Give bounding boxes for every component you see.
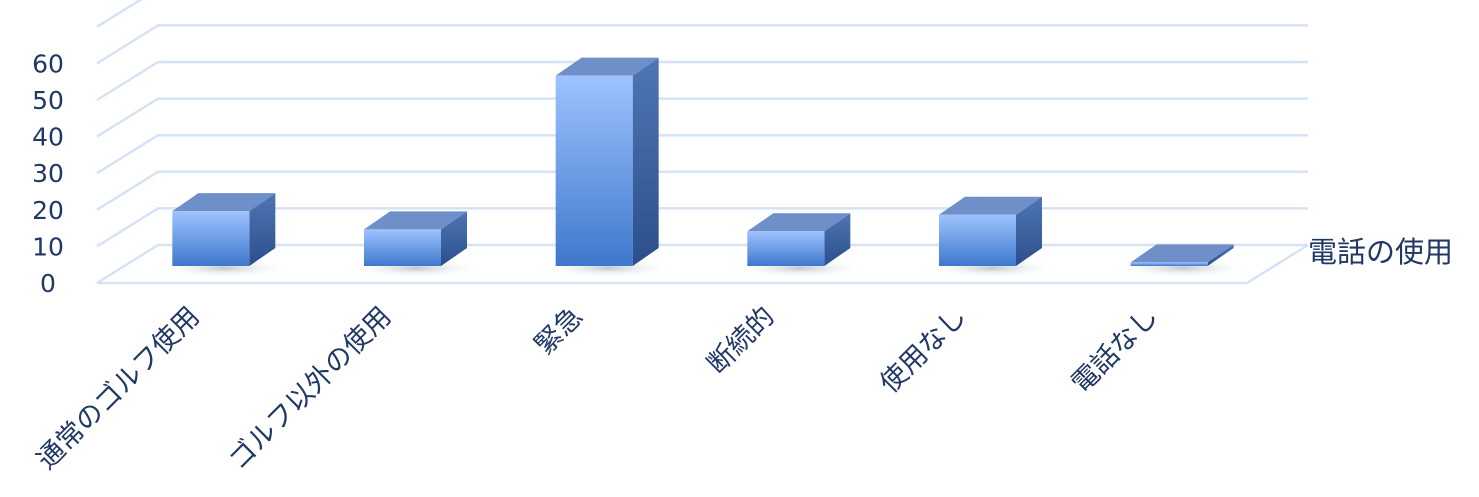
bar-side	[441, 211, 467, 266]
floor-side-edge	[1246, 243, 1309, 285]
x-category-label: ゴルフ以外の使用	[223, 301, 398, 476]
bar-top	[172, 193, 276, 212]
bar-front	[939, 214, 1016, 266]
bar	[172, 193, 276, 266]
bar	[1130, 244, 1234, 266]
bar-top	[364, 211, 467, 230]
y-tick-label: 30	[32, 159, 64, 188]
bar	[555, 57, 659, 267]
y-tick-label: 60	[32, 49, 64, 78]
bar	[364, 211, 467, 266]
x-category-label: 断続的	[702, 301, 781, 380]
y-axis-ticks: 0 10 20 30 40 50 60	[32, 49, 64, 298]
x-category-label: 電話なし	[1066, 301, 1164, 399]
bar-side	[1207, 244, 1234, 266]
bar-top	[939, 196, 1042, 215]
series-label: 電話の使用	[1308, 235, 1453, 269]
gridline	[96, 0, 143, 28]
series-labels: 電話の使用	[1308, 235, 1453, 269]
bar	[939, 196, 1042, 266]
x-category-label: 緊急	[529, 301, 589, 361]
bar-shadows	[159, 258, 1249, 278]
y-tick-label: 50	[32, 86, 64, 115]
bar-side	[632, 57, 659, 267]
gridline	[96, 60, 1308, 102]
bars	[172, 57, 1234, 267]
bar-side	[1016, 196, 1042, 266]
y-tick-label: 0	[40, 269, 56, 298]
y-tick-label: 10	[32, 232, 64, 261]
bar-front	[364, 229, 441, 266]
gridline	[96, 97, 1308, 138]
gridline	[96, 207, 1308, 248]
x-category-label: 通常のゴルフ使用	[31, 301, 206, 476]
gridline	[96, 243, 1308, 285]
y-tick-label: 20	[32, 196, 64, 225]
x-axis-labels: 通常のゴルフ使用 ゴルフ以外の使用 緊急 断続的 使用なし 電話なし	[31, 301, 1164, 476]
bar	[747, 213, 851, 266]
bar-front	[172, 211, 250, 266]
bar-front	[1130, 262, 1208, 266]
bar-front	[747, 231, 825, 266]
gridline	[96, 24, 1308, 65]
bar-front	[555, 75, 633, 267]
y-tick-label: 40	[32, 123, 64, 152]
bar-side	[249, 193, 276, 266]
x-category-label: 使用なし	[874, 301, 972, 399]
bar-top	[1130, 244, 1234, 263]
gridline	[96, 170, 1308, 211]
bar-top	[555, 57, 659, 76]
gridline	[96, 133, 1308, 175]
bar-side	[824, 213, 851, 266]
gridlines	[96, 0, 1309, 285]
bar-top	[747, 213, 851, 232]
